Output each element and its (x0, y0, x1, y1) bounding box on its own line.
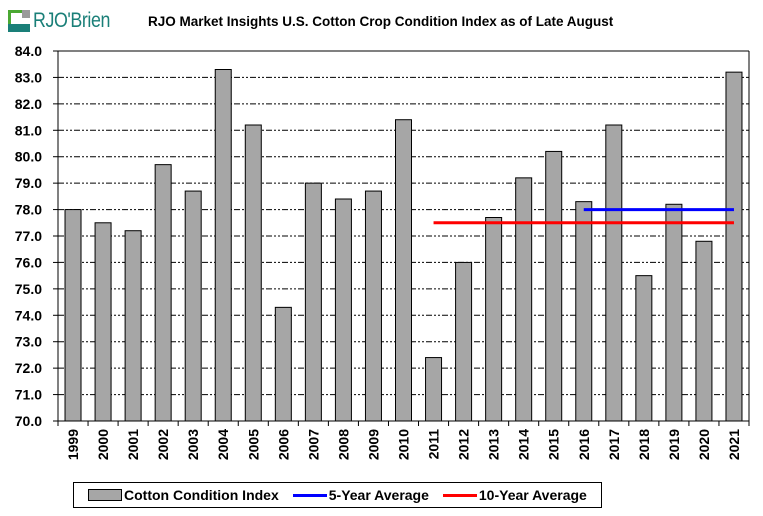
y-tick-label: 78.0 (15, 202, 42, 218)
legend-swatch-bar (88, 489, 122, 501)
y-tick-label: 70.0 (15, 413, 42, 429)
y-tick-label: 76.0 (15, 254, 42, 270)
rjo-brien-logo: RJO'Brien (8, 9, 124, 33)
x-tick-label: 2012 (456, 429, 472, 460)
legend-label: Cotton Condition Index (124, 487, 279, 503)
x-tick-label: 2000 (95, 429, 111, 460)
bar-2001 (124, 230, 142, 422)
x-tick-label: 2007 (305, 429, 321, 460)
y-tick-label: 73.0 (15, 334, 42, 350)
bar-2005 (244, 124, 262, 422)
y-tick-label: 74.0 (15, 307, 42, 323)
bar-2011 (425, 357, 443, 422)
bar-2017 (605, 124, 623, 422)
x-tick-label: 2014 (516, 429, 532, 460)
x-tick-label: 2017 (606, 429, 622, 460)
legend: Cotton Condition Index 5-Year Average 10… (73, 482, 602, 508)
x-tick-label: 2008 (335, 429, 351, 460)
bar-2010 (395, 119, 412, 422)
y-tick-label: 75.0 (15, 281, 42, 297)
x-tick-label: 2020 (696, 429, 712, 460)
bar-2008 (334, 198, 352, 422)
bar-2021 (725, 71, 743, 422)
y-tick-label: 83.0 (15, 69, 42, 85)
legend-swatch-blue-line (292, 493, 327, 497)
bar-2004 (214, 69, 232, 422)
legend-item-cotton-condition-index: Cotton Condition Index (88, 487, 279, 503)
x-tick-label: 2018 (636, 429, 652, 460)
chart-title: RJO Market Insights U.S. Cotton Crop Con… (148, 14, 614, 29)
y-tick-label: 79.0 (15, 175, 42, 191)
chart-area: 70.0 71.0 72.0 73.0 74.0 75.0 76.0 77.0 78.0 79.0… (15, 43, 750, 460)
legend-item-5-year-average: 5-Year Average (292, 487, 429, 503)
legend-label: 10-Year Average (478, 487, 587, 503)
bar-series (64, 69, 743, 422)
x-tick-label: 2005 (245, 429, 261, 460)
bar-2019 (665, 203, 683, 422)
y-axis-ticks: 70.0 71.0 72.0 73.0 74.0 75.0 76.0 77.0 78.0 79.0… (15, 43, 58, 429)
y-tick-label: 82.0 (15, 96, 42, 112)
axes (57, 50, 750, 422)
logo-mark-icon (8, 10, 30, 32)
y-tick-label: 71.0 (15, 387, 42, 403)
bar-2006 (274, 306, 292, 422)
bar-2007 (304, 182, 322, 422)
bar-2015 (545, 150, 563, 422)
bar-1999 (64, 209, 82, 422)
bar-2018 (635, 275, 653, 422)
x-tick-label: 2001 (125, 429, 141, 460)
bar-2020 (695, 240, 713, 422)
y-tick-label: 81.0 (15, 122, 42, 138)
x-tick-label: 2004 (215, 429, 231, 460)
x-tick-label: 1999 (65, 429, 81, 460)
legend-swatch-red-line (442, 493, 477, 497)
average-lines (433, 208, 734, 225)
y-tick-label: 77.0 (15, 228, 42, 244)
x-tick-label: 2002 (155, 429, 171, 460)
logo-text: RJO'Brien (33, 9, 110, 32)
bar-2000 (94, 222, 112, 422)
x-tick-label: 2021 (726, 429, 742, 460)
x-tick-label: 2013 (486, 429, 502, 460)
x-tick-label: 2003 (185, 429, 201, 460)
legend-item-10-year-average: 10-Year Average (442, 487, 587, 503)
x-tick-label: 2015 (546, 429, 562, 460)
y-tick-label: 80.0 (15, 149, 42, 165)
bar-2014 (515, 177, 533, 422)
bar-2013 (485, 217, 503, 422)
bar-2009 (364, 190, 382, 422)
bar-2016 (575, 201, 593, 422)
bar-2003 (184, 190, 202, 422)
legend-label: 5-Year Average (328, 487, 429, 503)
y-tick-label: 72.0 (15, 360, 42, 376)
x-tick-label: 2006 (275, 429, 291, 460)
x-axis-ticks: 1999 2000 2001 2002 2003 2004 2005 2006 2007 2008… (57, 421, 750, 460)
x-tick-label: 2019 (666, 429, 682, 460)
x-tick-label: 2009 (365, 429, 381, 460)
bar-2012 (455, 261, 473, 422)
y-tick-label: 84.0 (15, 43, 42, 59)
x-tick-label: 2010 (396, 429, 412, 460)
x-tick-label: 2016 (576, 429, 592, 460)
x-tick-label: 2011 (426, 429, 442, 460)
bar-2002 (154, 164, 172, 422)
